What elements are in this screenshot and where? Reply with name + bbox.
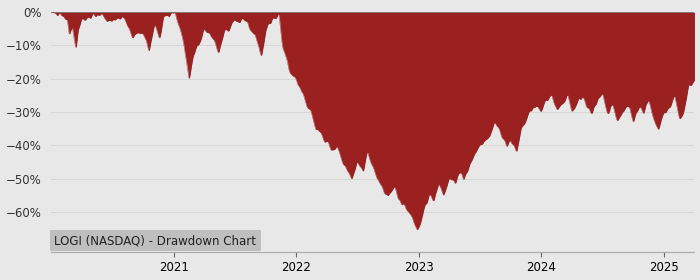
Text: LOGI (NASDAQ) - Drawdown Chart: LOGI (NASDAQ) - Drawdown Chart xyxy=(55,234,256,247)
